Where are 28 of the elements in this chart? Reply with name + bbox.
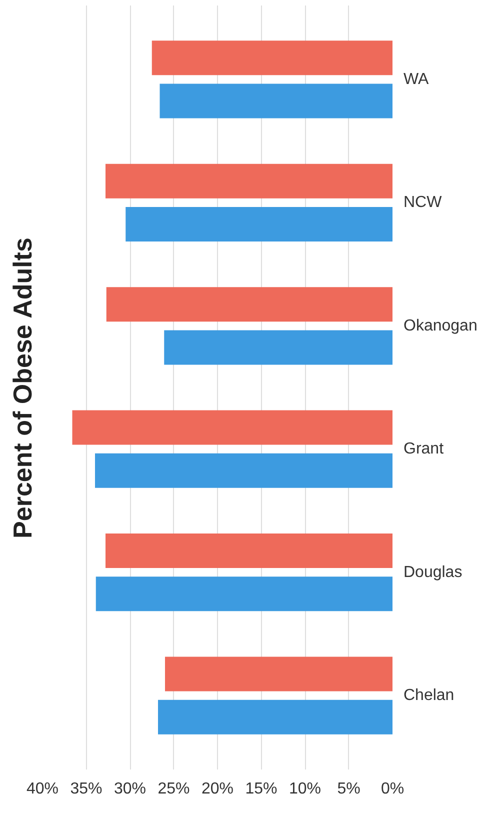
bar [165, 656, 392, 692]
bar [152, 40, 392, 76]
x-tick-label: 25% [158, 780, 190, 798]
bar [160, 84, 392, 118]
bar [106, 164, 392, 198]
bar [158, 700, 392, 734]
bar [126, 206, 392, 242]
x-tick-label: 10% [288, 780, 322, 798]
y-tick-label: WA [404, 70, 430, 88]
x-tick-label: 20% [201, 780, 234, 798]
x-tick-label: 40% [26, 780, 59, 798]
x-tick-label: 0% [380, 780, 404, 798]
bar [95, 453, 392, 488]
x-tick-label: 30% [114, 780, 146, 798]
bar [72, 410, 392, 445]
bar [106, 287, 392, 322]
y-tick-label: Douglas [404, 564, 462, 581]
x-tick-label: 5% [337, 780, 360, 798]
x-tick-label: 35% [70, 780, 102, 798]
x-tick-label: 15% [245, 780, 278, 798]
y-tick-label: Grant [404, 440, 444, 458]
bar [164, 330, 392, 365]
y-tick-label: NCW [404, 194, 443, 212]
bar [106, 534, 392, 568]
y-tick-label: Chelan [404, 687, 454, 704]
y-tick-label: Okanogan [404, 317, 478, 334]
text: Percent of Obese Adults [8, 237, 38, 538]
bar [96, 576, 392, 612]
